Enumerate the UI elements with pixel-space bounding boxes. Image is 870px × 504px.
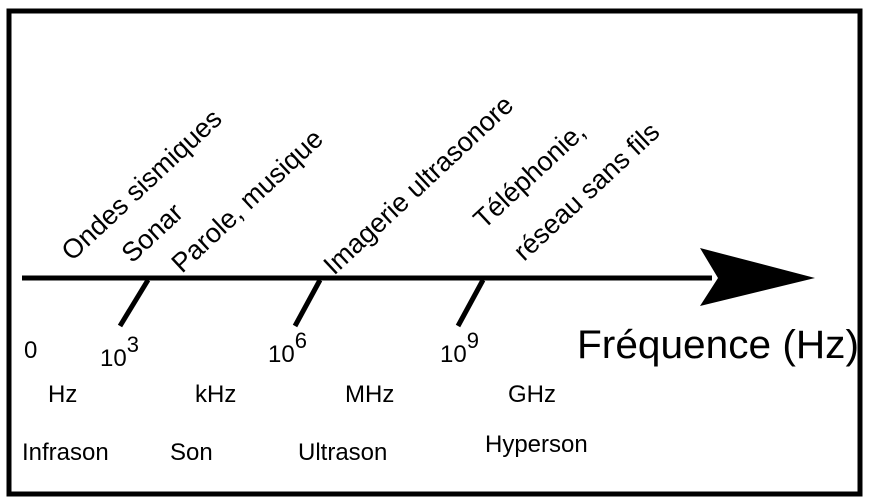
domain: Son xyxy=(170,439,213,466)
tick xyxy=(117,278,151,328)
tick-exp: 3 xyxy=(127,332,139,357)
tick-label: 103 xyxy=(100,332,139,372)
tick xyxy=(455,278,486,328)
tick-base: 10 xyxy=(100,345,127,372)
unit: GHz xyxy=(508,381,556,408)
arrow-head xyxy=(700,248,815,306)
unit: kHz xyxy=(195,381,236,408)
domain: Hyperson xyxy=(485,431,588,458)
origin-label: 0 xyxy=(24,337,37,364)
unit: Hz xyxy=(48,381,77,408)
tick-label: 109 xyxy=(440,328,479,368)
unit: MHz xyxy=(345,381,394,408)
tick-label: 106 xyxy=(268,328,307,368)
domain: Ultrason xyxy=(298,439,387,466)
axis-title: Fréquence (Hz) xyxy=(577,323,859,367)
tick-exp: 6 xyxy=(295,328,307,353)
domain: Infrason xyxy=(22,439,109,466)
tick xyxy=(292,278,323,328)
frame xyxy=(6,8,863,497)
tick-base: 10 xyxy=(440,341,467,368)
tick-base: 10 xyxy=(268,341,295,368)
tick-exp: 9 xyxy=(467,328,479,353)
